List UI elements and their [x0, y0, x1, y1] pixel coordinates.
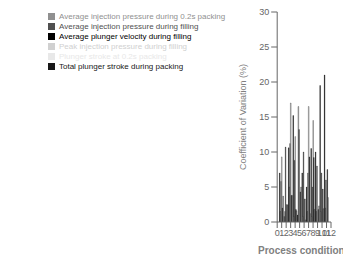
svg-text:20: 20	[259, 77, 269, 87]
html-text:Average injection pressure dur: Average injection pressure during fillin…	[59, 22, 199, 31]
svg-text:Coefficient of Variation (%): Coefficient of Variation (%)	[238, 64, 248, 170]
html-text:Peak injection pressure during: Peak injection pressure during filling	[59, 42, 188, 51]
svg-text:30: 30	[259, 8, 269, 17]
svg-text:5: 5	[264, 182, 269, 192]
svg-text:15: 15	[259, 112, 269, 122]
svg-text:12: 12	[326, 228, 336, 238]
svg-text:25: 25	[259, 42, 269, 52]
html-text:Average plunger velocity durin: Average plunger velocity during filling	[59, 32, 192, 41]
html-text:Plunger stroke at 0.2s packing: Plunger stroke at 0.2s packing	[59, 52, 167, 61]
html-text:Total plunger stroke during pa: Total plunger stroke during packing	[59, 62, 184, 71]
svg-text:0: 0	[264, 217, 269, 227]
svg-text:10: 10	[259, 147, 269, 157]
svg-text:Process conditions: Process conditions	[258, 245, 343, 256]
html-text:Average injection pressure dur: Average injection pressure during 0.2s p…	[59, 12, 226, 21]
html-text:0 1 2 3 4 5 6 7 8 9: 0 1 2 3 4 5 6 7 8 9	[274, 228, 321, 239]
